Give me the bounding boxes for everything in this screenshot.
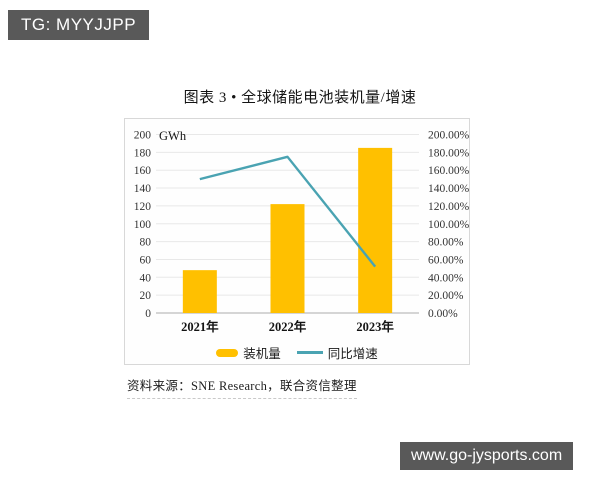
figure-title: 图表 3 • 全球储能电池装机量/增速 [183, 90, 417, 106]
bar-2022年 [270, 204, 305, 313]
left-axis-tick-label: 180 [134, 147, 152, 159]
x-axis-label: 2023年 [356, 319, 394, 334]
chart-legend: 装机量 同比增速 [125, 343, 469, 362]
left-axis-tick-label: 200 [134, 130, 152, 142]
right-axis-tick-label: 180.00% [428, 147, 469, 159]
legend-label: 装机量 [243, 347, 281, 361]
source-note: 资料来源：SNE Research，联合资信整理 [127, 375, 357, 399]
left-axis-tick-label: 60 [140, 254, 152, 266]
left-axis-tick-label: 160 [134, 165, 152, 177]
bar-2021年 [182, 270, 217, 313]
right-axis-tick-label: 60.00% [428, 254, 464, 266]
legend-label: 同比增速 [327, 347, 378, 361]
legend-item-bar: 装机量 [216, 343, 281, 362]
website-url-badge: www.go-jysports.com [400, 442, 574, 470]
right-axis-tick-label: 160.00% [428, 165, 469, 177]
legend-bar-swatch-icon [216, 348, 239, 357]
left-axis-tick-label: 80 [140, 237, 152, 249]
growth-line [199, 155, 377, 268]
right-axis-tick-label: 200.00% [428, 130, 469, 142]
left-axis-tick-label: 20 [140, 290, 152, 302]
left-axis-tick-label: 0 [145, 308, 151, 320]
left-axis-tick-label: 140 [134, 183, 152, 195]
legend-item-line: 同比增速 [296, 343, 378, 362]
telegram-handle-badge: TG: MYYJJPP [8, 10, 150, 40]
right-axis-tick-label: 140.00% [428, 183, 469, 195]
legend-line-swatch-icon [296, 351, 323, 354]
right-axis-tick-label: 120.00% [428, 201, 469, 213]
right-axis-tick-label: 0.00% [428, 308, 458, 320]
left-axis-tick-label: 120 [134, 201, 152, 213]
bar-2023年 [358, 147, 393, 313]
chart-plot: 0 0.00% 20 20.00% 40 40.00% 60 60.00% 80 80.00% 10… [134, 129, 469, 334]
right-axis-tick-label: 20.00% [428, 290, 464, 302]
chart: 0 0.00% 20 20.00% 40 40.00% 60 60.00% 80 80.00% 10… [124, 118, 470, 365]
right-axis-tick-label: 100.00% [428, 219, 469, 231]
right-axis-tick-label: 80.00% [428, 237, 464, 249]
left-axis-tick-label: 40 [140, 272, 152, 284]
x-axis-label: 2022年 [269, 319, 307, 334]
left-axis-tick-label: 100 [134, 219, 152, 231]
right-axis-tick-label: 40.00% [428, 272, 464, 284]
x-axis-label: 2021年 [181, 319, 219, 334]
left-axis-unit-label: GWh [159, 129, 187, 143]
